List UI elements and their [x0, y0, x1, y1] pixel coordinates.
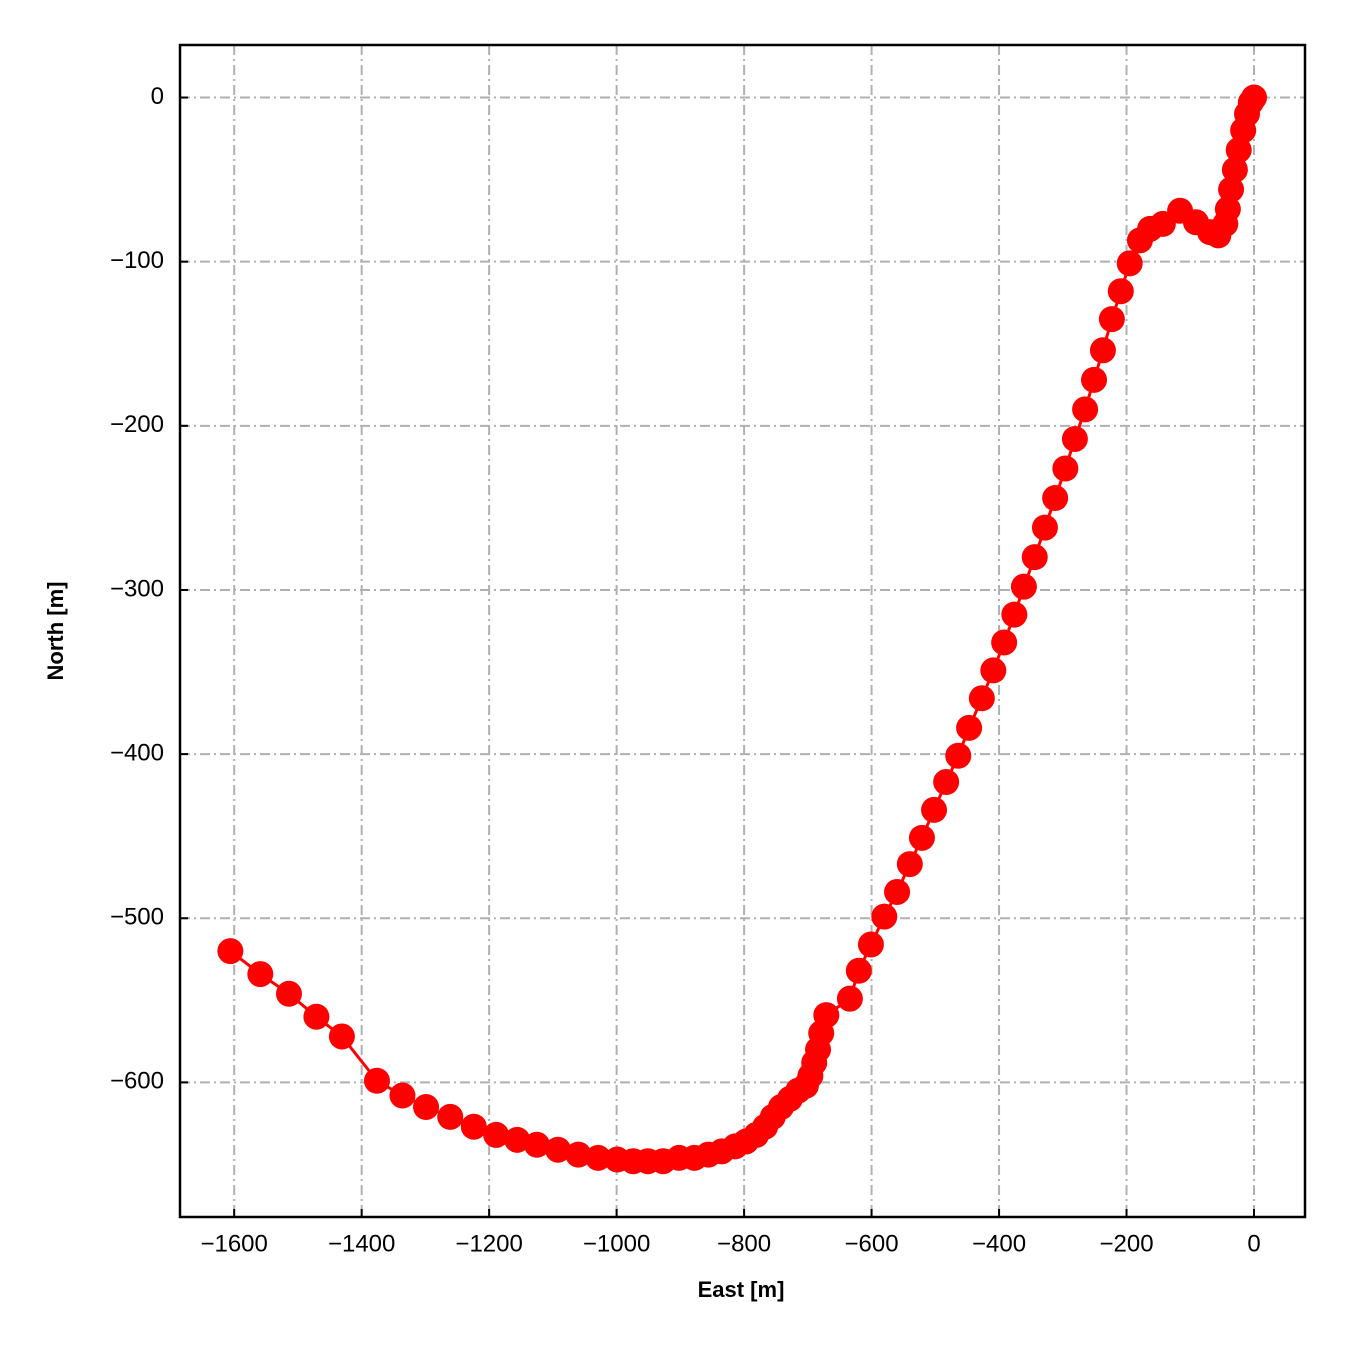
- y-tick-label: −300: [110, 575, 164, 602]
- marker: [845, 957, 872, 984]
- marker: [504, 1126, 531, 1153]
- marker: [871, 903, 898, 930]
- marker: [1021, 544, 1048, 571]
- x-tick-label: −400: [972, 1230, 1026, 1257]
- x-axis-title: East [m]: [698, 1277, 785, 1302]
- marker: [217, 938, 244, 965]
- marker: [956, 714, 983, 741]
- marker: [968, 685, 995, 712]
- x-tick-label: 0: [1247, 1230, 1260, 1257]
- marker: [1098, 306, 1125, 333]
- marker: [413, 1094, 440, 1121]
- marker: [1221, 156, 1248, 183]
- y-tick-label: −500: [110, 904, 164, 931]
- marker: [813, 1002, 840, 1029]
- y-tick-label: −600: [110, 1068, 164, 1095]
- marker: [247, 961, 274, 988]
- marker: [1072, 396, 1099, 423]
- marker: [303, 1003, 330, 1030]
- x-tick-label: −600: [845, 1230, 899, 1257]
- y-tick-label: −200: [110, 411, 164, 438]
- marker: [1052, 455, 1079, 482]
- marker: [1107, 278, 1134, 305]
- marker: [363, 1067, 390, 1094]
- marker: [908, 824, 935, 851]
- marker: [991, 629, 1018, 656]
- marker: [1010, 573, 1037, 600]
- x-tick-label: −1200: [455, 1230, 522, 1257]
- marker: [544, 1136, 571, 1163]
- marker: [921, 796, 948, 823]
- x-tick-label: −800: [717, 1230, 771, 1257]
- marker: [933, 769, 960, 796]
- x-tick-label: −1600: [200, 1230, 267, 1257]
- marker: [437, 1103, 464, 1130]
- marker: [585, 1144, 612, 1171]
- plot-frame: [178, 43, 1307, 1219]
- marker: [523, 1131, 550, 1158]
- y-tick-label: −100: [110, 247, 164, 274]
- marker: [1001, 601, 1028, 628]
- marker: [1214, 196, 1241, 223]
- marker: [460, 1113, 487, 1140]
- x-tick-label: −1000: [583, 1230, 650, 1257]
- marker: [275, 980, 302, 1007]
- x-tick-label: −1400: [328, 1230, 395, 1257]
- y-tick-label: 0: [151, 83, 164, 110]
- marker: [1225, 137, 1252, 164]
- marker: [483, 1121, 510, 1148]
- marker: [1241, 84, 1268, 111]
- marker: [1061, 425, 1088, 452]
- marker: [857, 931, 884, 958]
- x-tick-label: −200: [1099, 1230, 1153, 1257]
- marker: [1089, 337, 1116, 364]
- marker: [945, 742, 972, 769]
- marker: [1218, 176, 1245, 203]
- series-line: [229, 96, 1256, 1163]
- y-axis-title: North [m]: [43, 582, 68, 681]
- marker: [1116, 250, 1143, 277]
- marker: [1081, 366, 1108, 393]
- marker: [565, 1141, 592, 1168]
- marker: [896, 851, 923, 878]
- marker: [1042, 485, 1069, 512]
- y-tick-label: −400: [110, 739, 164, 766]
- marker: [389, 1082, 416, 1109]
- marker: [836, 985, 863, 1012]
- marker: [1031, 514, 1058, 541]
- marker: [980, 657, 1007, 684]
- marker: [328, 1023, 355, 1050]
- marker: [884, 878, 911, 905]
